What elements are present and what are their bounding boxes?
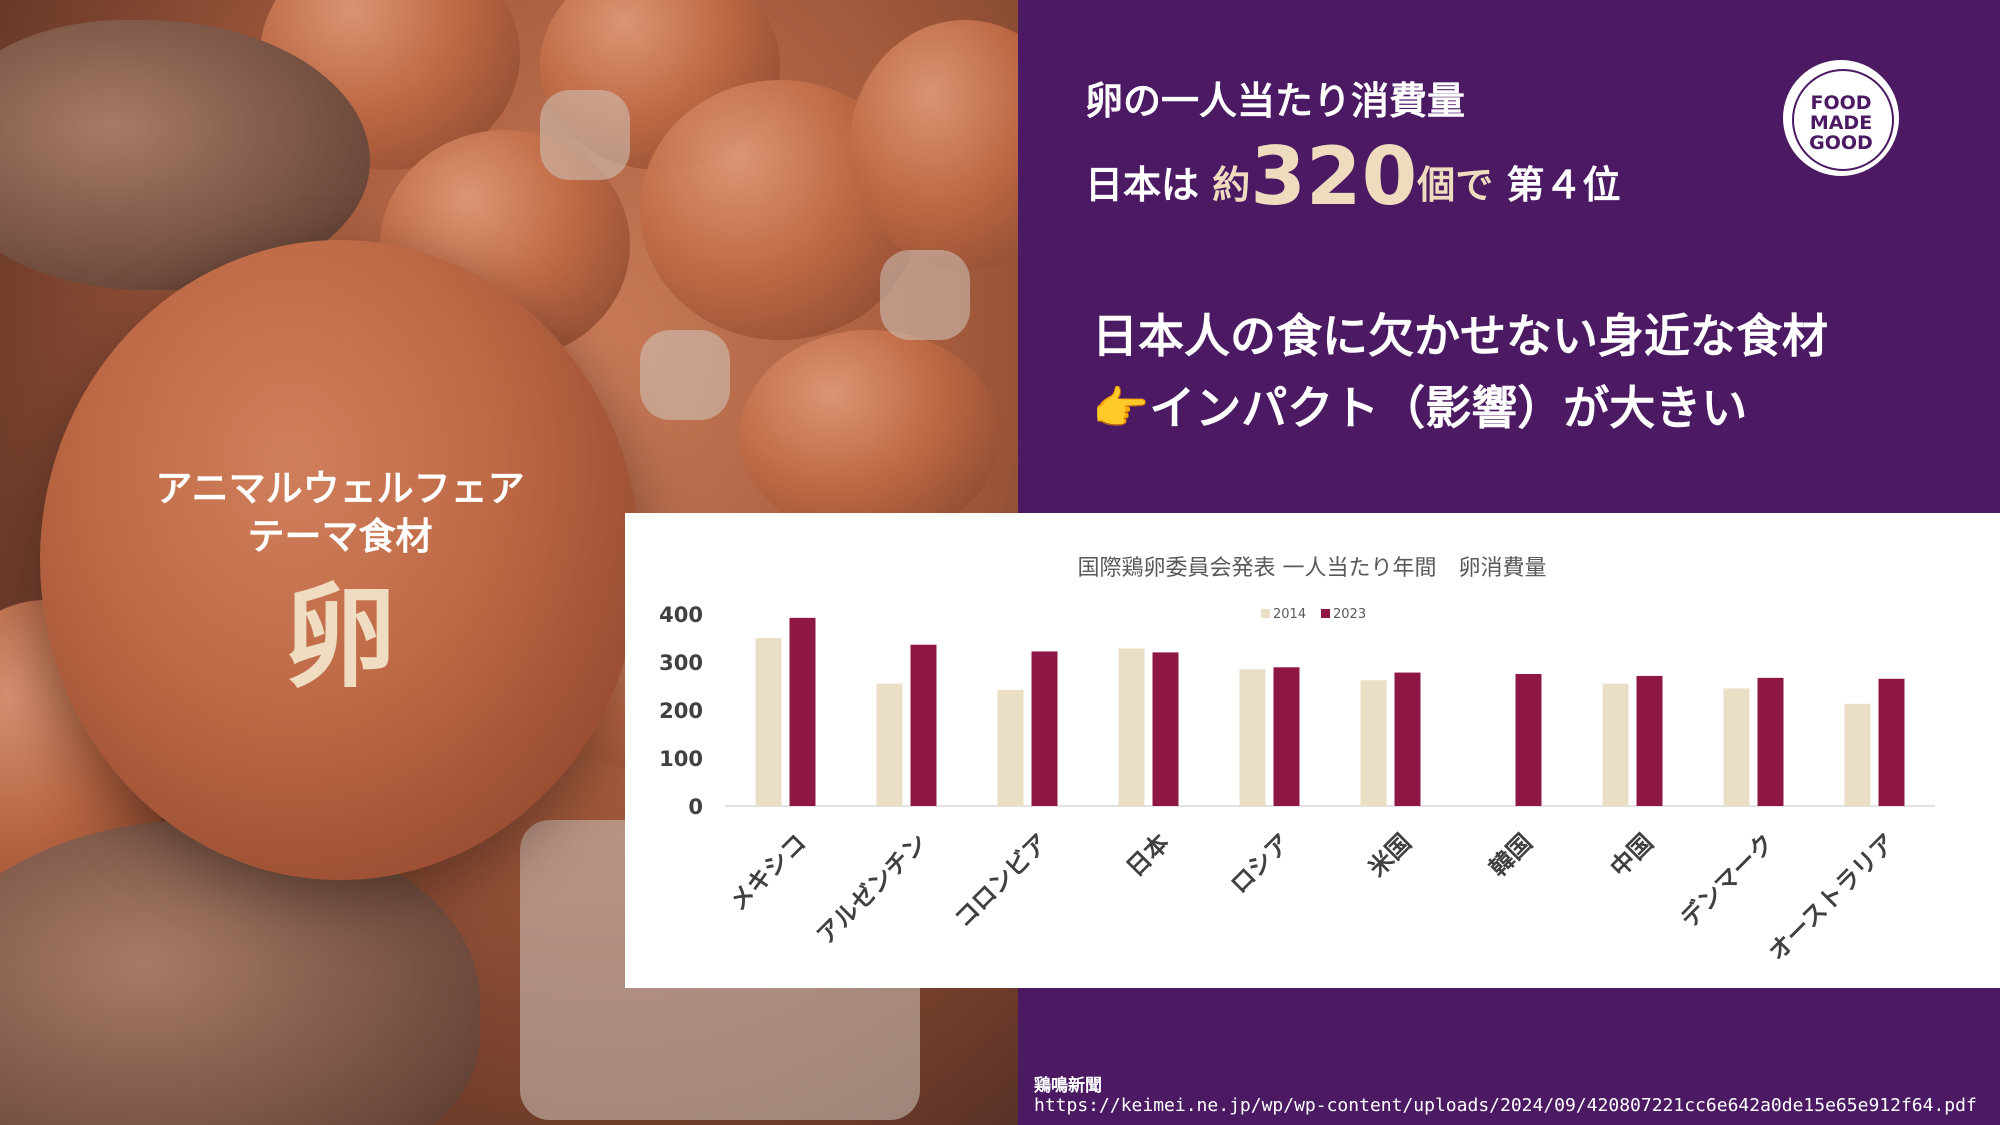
bar-2023-0	[789, 617, 816, 806]
bar-2023-5	[1394, 672, 1421, 806]
egg-consumption-chart: 国際鶏卵委員会発表 一人当たり年間 卵消費量 2014 2023 0 100 200 300…	[659, 556, 1935, 966]
headline-number: 320	[1250, 130, 1418, 223]
bar-2023-6	[1515, 674, 1542, 806]
background-egg	[740, 330, 1000, 540]
headline-line2: 日本は 約320個で 第４位	[1085, 130, 1621, 223]
egg-caption: アニマルウェルフェア テーマ食材	[140, 465, 540, 561]
bar-2014-3	[1118, 648, 1145, 806]
x-tick-label: デンマーク	[1675, 828, 1780, 933]
logo-ring	[1792, 69, 1894, 171]
x-tick-label: 日本	[1121, 828, 1175, 882]
x-tick-label: 中国	[1605, 828, 1659, 882]
bar-2023-8	[1757, 677, 1784, 806]
logo-line1: FOOD	[1810, 92, 1872, 114]
tag-line1: アニマルウェルフェア	[155, 467, 525, 510]
food-made-good-logo: FOOD MADE GOOD	[1783, 60, 1899, 176]
headline-country: 日本は	[1085, 163, 1200, 207]
bar-2014-5	[1360, 680, 1387, 806]
held-egg	[40, 240, 640, 880]
headline-approx: 約	[1212, 163, 1251, 207]
bar-2023-7	[1636, 675, 1663, 806]
bar-2014-2	[997, 689, 1024, 806]
source-url[interactable]: https://keimei.ne.jp/wp/wp-content/uploa…	[1034, 1095, 1977, 1116]
x-tick-label: オーストラリア	[1763, 828, 1901, 966]
x-tick-label: アルゼンチン	[811, 828, 932, 949]
logo-line3: GOOD	[1809, 132, 1873, 154]
headline-unit: 個で	[1417, 163, 1494, 207]
egg-photo: アニマルウェルフェア テーマ食材 卵	[0, 0, 1018, 1125]
y-tick-label: 300	[659, 651, 703, 675]
logo-line2: MADE	[1809, 112, 1873, 134]
bar-2023-2	[1031, 651, 1058, 806]
bar-2023-4	[1273, 667, 1300, 806]
egg-tray	[640, 330, 730, 420]
legend-label-2014: 2014	[1273, 607, 1306, 622]
bar-2023-1	[910, 644, 937, 806]
y-tick-label: 400	[659, 603, 703, 627]
bar-2023-3	[1152, 652, 1179, 806]
message-line2: 👉インパクト（影響）が大きい	[1092, 372, 1747, 438]
headline-line1: 卵の一人当たり消費量	[1085, 79, 1466, 123]
food-name: 卵	[284, 573, 396, 703]
x-tick-label: ロシア	[1225, 828, 1296, 899]
bar-2014-9	[1844, 703, 1871, 806]
message-line2-text: インパクト（影響）が大きい	[1149, 381, 1748, 435]
bar-2014-0	[755, 638, 782, 806]
legend-swatch-2014	[1261, 609, 1270, 618]
y-tick-label: 200	[659, 699, 703, 723]
message-line1: 日本人の食に欠かせない身近な食材	[1092, 309, 1828, 363]
y-tick-label: 100	[659, 747, 703, 771]
legend-label-2023: 2023	[1333, 607, 1366, 622]
bar-2014-7	[1602, 683, 1629, 806]
bar-2014-1	[876, 683, 903, 806]
egg-tray	[880, 250, 970, 340]
x-tick-label: メキシコ	[724, 828, 812, 916]
legend-swatch-2023	[1321, 609, 1330, 618]
x-tick-label: 米国	[1363, 828, 1417, 882]
y-tick-label: 0	[688, 795, 703, 819]
headline-rank: 第４位	[1506, 163, 1621, 207]
chart-title: 国際鶏卵委員会発表 一人当たり年間 卵消費量	[1078, 556, 1547, 581]
bar-2023-9	[1878, 678, 1905, 806]
x-tick-label: 韓国	[1484, 828, 1538, 882]
source-name: 鶏鳴新聞	[1034, 1076, 1102, 1096]
tag-line2: テーマ食材	[247, 515, 433, 558]
pointing-hand-icon: 👉	[1092, 381, 1150, 435]
x-tick-label: コロンビア	[949, 828, 1054, 933]
egg-tray	[540, 90, 630, 180]
bar-2014-4	[1239, 669, 1266, 806]
chart-container: 国際鶏卵委員会発表 一人当たり年間 卵消費量 2014 2023 0 100 200 300…	[625, 513, 2000, 988]
bar-2014-8	[1723, 688, 1750, 806]
